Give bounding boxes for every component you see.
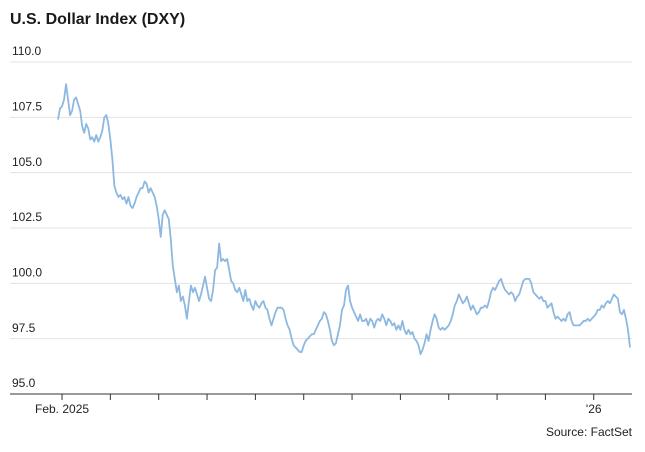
source-note: Source: FactSet: [546, 425, 633, 439]
y-tick-label: 102.5: [12, 210, 42, 224]
x-tick-label: Feb. 2025: [35, 402, 89, 416]
y-tick-label: 105.0: [12, 155, 42, 169]
y-tick-label: 110.0: [12, 44, 41, 58]
y-tick-label: 100.0: [12, 266, 42, 280]
x-tick-label: '26: [586, 402, 602, 416]
y-tick-label: 95.0: [12, 376, 36, 390]
y-tick-label: 107.5: [12, 100, 42, 114]
y-tick-label: 97.5: [12, 321, 36, 335]
data-line: [57, 83, 631, 356]
chart-title: U.S. Dollar Index (DXY): [10, 11, 185, 28]
